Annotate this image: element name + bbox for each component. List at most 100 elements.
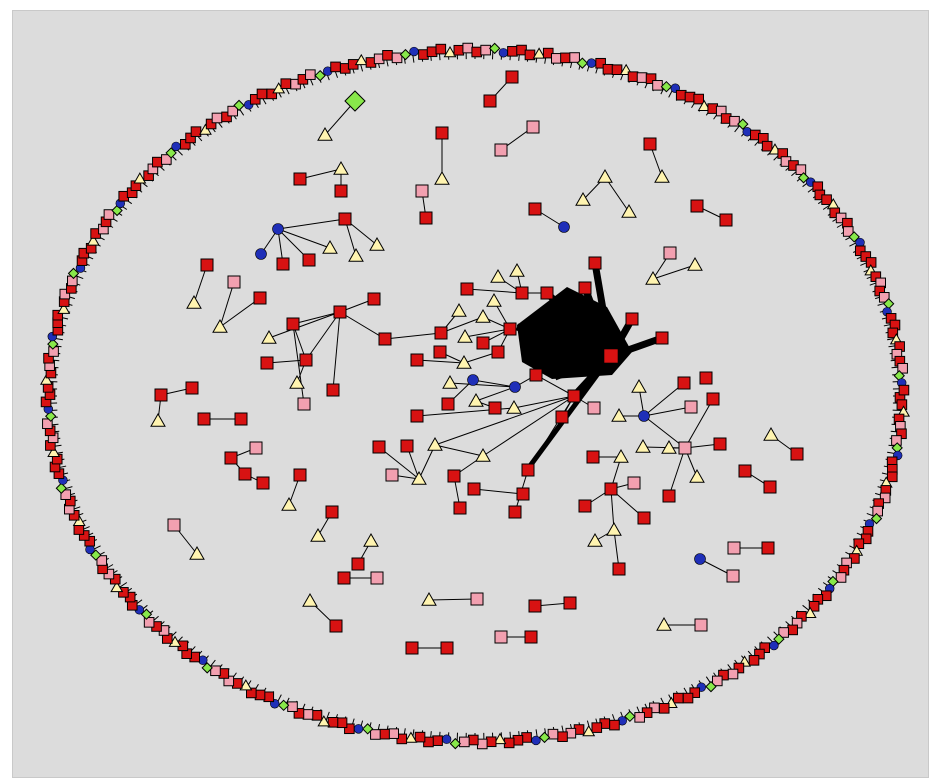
blue-circle-node: [769, 640, 779, 651]
edge: [416, 359, 465, 364]
red-square-node: [528, 599, 542, 613]
pink-square-node: [494, 630, 508, 644]
yellow-triangle-node: [57, 302, 71, 314]
red-square-node: [311, 710, 323, 721]
yellow-triangle-node: [490, 268, 506, 283]
pink-square-node: [727, 668, 739, 680]
red-square-node: [693, 93, 704, 105]
pink-square-node: [470, 592, 484, 606]
red-square-node: [52, 309, 64, 321]
yellow-triangle-node: [317, 715, 331, 727]
yellow-triangle-node: [475, 308, 491, 323]
red-square-node: [197, 412, 211, 426]
yellow-triangle-node: [110, 580, 124, 593]
red-square-node: [898, 384, 910, 396]
red-square-node: [528, 202, 542, 216]
pink-square-node: [370, 571, 384, 585]
blue-circle-node: [694, 553, 706, 565]
yellow-triangle-node: [317, 126, 333, 141]
pink-square-node: [210, 665, 221, 677]
blue-circle-node: [171, 141, 181, 152]
green-diamond-node: [773, 633, 785, 645]
blue-circle-node: [558, 221, 570, 233]
edge: [643, 406, 692, 417]
pink-square-node: [897, 362, 908, 374]
red-square-node: [516, 487, 530, 501]
pink-square-node: [59, 288, 71, 300]
yellow-triangle-node: [39, 373, 53, 385]
green-diamond-node: [399, 48, 412, 61]
edge: [277, 228, 331, 249]
yellow-triangle-node: [763, 426, 779, 441]
edge: [332, 311, 341, 391]
edge: [472, 379, 516, 388]
red-square-node: [84, 535, 96, 547]
edge: [277, 218, 346, 230]
pink-square-node: [167, 518, 181, 532]
yellow-triangle-node: [47, 445, 61, 458]
red-square-node: [185, 381, 199, 395]
edge: [384, 332, 442, 340]
red-square-node: [302, 253, 316, 267]
yellow-triangle-node: [575, 191, 591, 206]
red-square-node: [602, 63, 614, 75]
red-square-node: [435, 43, 447, 55]
green-diamond-node: [488, 42, 501, 55]
red-square-node: [118, 587, 129, 598]
red-square-node: [787, 624, 798, 636]
pink-square-node: [143, 617, 155, 628]
red-square-node: [280, 78, 292, 89]
edge: [464, 328, 511, 338]
pink-square-node: [795, 164, 807, 175]
red-square-node: [637, 511, 651, 525]
pink-square-node: [678, 441, 692, 455]
yellow-triangle-node: [457, 328, 473, 343]
red-square-node: [434, 326, 448, 340]
pink-square-node: [878, 292, 890, 303]
pink-square-node: [547, 728, 559, 740]
yellow-triangle-node: [189, 545, 205, 560]
blue-circle-node: [509, 381, 521, 393]
red-square-node: [483, 94, 497, 108]
yellow-triangle-node: [333, 160, 349, 175]
graph-nodes: [150, 70, 804, 655]
yellow-triangle-node: [689, 468, 705, 483]
network-graph-svg: [39, 42, 911, 750]
red-square-node: [684, 91, 696, 103]
red-square-node: [854, 245, 866, 257]
yellow-triangle-node: [509, 262, 525, 277]
red-square-node: [256, 476, 270, 490]
red-square-node: [591, 722, 603, 733]
yellow-triangle-node: [687, 256, 703, 271]
red-square-node: [595, 57, 606, 69]
pink-square-node: [305, 69, 316, 80]
edge: [268, 311, 341, 339]
red-square-node: [336, 717, 348, 729]
yellow-triangle-node: [597, 168, 613, 183]
yellow-triangle-node: [532, 47, 546, 59]
red-square-node: [432, 735, 443, 746]
red-square-node: [471, 46, 482, 58]
yellow-triangle-node: [635, 438, 651, 453]
red-square-node: [334, 184, 348, 198]
pink-square-node: [249, 441, 263, 455]
pink-square-node: [636, 72, 648, 83]
red-square-node: [503, 737, 515, 749]
green-diamond-node: [201, 662, 213, 674]
red-square-node: [205, 118, 217, 130]
red-square-node: [761, 140, 773, 152]
yellow-triangle-node: [621, 203, 637, 218]
red-square-node: [367, 292, 381, 306]
green-diamond-node: [797, 172, 810, 184]
pink-square-node: [287, 701, 298, 712]
red-square-node: [515, 286, 529, 300]
yellow-triangle-node: [493, 732, 507, 745]
yellow-triangle-node: [72, 514, 86, 527]
blue-circle-node: [353, 724, 364, 734]
red-square-node: [682, 692, 694, 704]
pink-square-node: [727, 541, 741, 555]
red-square-node: [690, 199, 704, 213]
yellow-triangle-node: [322, 239, 338, 254]
green-diamond-node: [277, 699, 290, 712]
red-square-node: [468, 734, 479, 746]
